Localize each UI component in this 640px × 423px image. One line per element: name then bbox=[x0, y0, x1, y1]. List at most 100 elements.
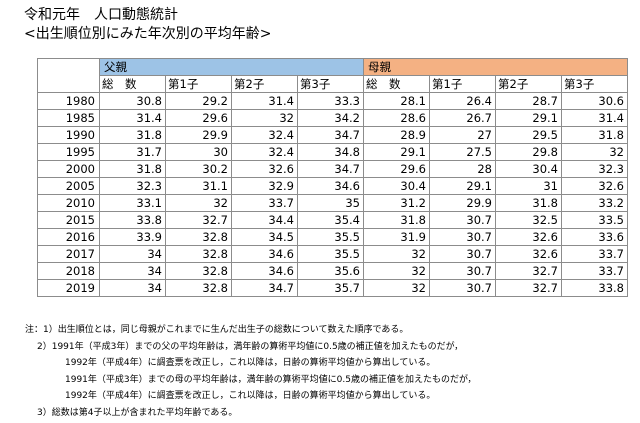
father-value-cell: 32.8 bbox=[165, 262, 232, 280]
mother-value-cell: 30.7 bbox=[429, 262, 496, 280]
table-row: 2018 34 32.8 34.6 35.6 32 30.7 32.7 33.7 bbox=[37, 262, 628, 280]
mother-value-cell: 31.9 bbox=[363, 228, 430, 246]
father-col-second: 第2子 bbox=[231, 75, 298, 93]
table-row: 1990 31.8 29.9 32.4 34.7 28.9 27 29.5 31.8 bbox=[37, 126, 628, 144]
mother-value-cell: 31.8 bbox=[561, 126, 628, 144]
mother-value-cell: 31.8 bbox=[363, 211, 430, 229]
mother-value-cell: 28.7 bbox=[495, 92, 562, 110]
mother-value-cell: 32 bbox=[363, 279, 430, 297]
father-value-cell: 34.7 bbox=[297, 160, 364, 178]
mother-value-cell: 32.7 bbox=[495, 279, 562, 297]
father-value-cell: 33.3 bbox=[297, 92, 364, 110]
year-cell: 1990 bbox=[37, 126, 100, 144]
father-value-cell: 34.7 bbox=[231, 279, 298, 297]
mother-group-header: 母親 bbox=[363, 58, 628, 76]
mother-value-cell: 30.4 bbox=[495, 160, 562, 178]
father-group-header: 父親 bbox=[99, 58, 364, 76]
mother-value-cell: 27 bbox=[429, 126, 496, 144]
footnote-2-mother: 1991年（平成3年）までの母の平均年齢は，満年齢の算術平均値に0.5歳の補正値… bbox=[65, 374, 477, 385]
father-value-cell: 33.1 bbox=[99, 194, 166, 212]
mother-value-cell: 31.4 bbox=[561, 109, 628, 127]
page-title: 令和元年 人口動態統計 bbox=[24, 7, 178, 23]
mother-value-cell: 32.6 bbox=[561, 177, 628, 195]
mother-value-cell: 26.7 bbox=[429, 109, 496, 127]
father-value-cell: 32.7 bbox=[165, 211, 232, 229]
father-value-cell: 29.6 bbox=[165, 109, 232, 127]
mother-value-cell: 27.5 bbox=[429, 143, 496, 161]
table-row: 2005 32.3 31.1 32.9 34.6 30.4 29.1 31 32.6 bbox=[37, 177, 628, 195]
father-value-cell: 33.9 bbox=[99, 228, 166, 246]
mother-value-cell: 32 bbox=[363, 245, 430, 263]
father-value-cell: 32.4 bbox=[231, 143, 298, 161]
father-value-cell: 30.8 bbox=[99, 92, 166, 110]
father-value-cell: 35.6 bbox=[297, 262, 364, 280]
mother-value-cell: 29.8 bbox=[495, 143, 562, 161]
father-value-cell: 31.1 bbox=[165, 177, 232, 195]
father-value-cell: 32.4 bbox=[231, 126, 298, 144]
mother-col-total: 総 数 bbox=[363, 75, 430, 93]
mother-value-cell: 32 bbox=[561, 143, 628, 161]
mother-value-cell: 33.7 bbox=[561, 262, 628, 280]
father-value-cell: 34.5 bbox=[231, 228, 298, 246]
father-value-cell: 31.8 bbox=[99, 126, 166, 144]
table-row: 2010 33.1 32 33.7 35 31.2 29.9 31.8 33.2 bbox=[37, 194, 628, 212]
father-col-total: 総 数 bbox=[99, 75, 166, 93]
mother-value-cell: 30.7 bbox=[429, 228, 496, 246]
mother-value-cell: 30.7 bbox=[429, 245, 496, 263]
footnote-2: 2）1991年（平成3年）までの父の平均年齢は，満年齢の算術平均値に0.5歳の補… bbox=[37, 341, 464, 352]
table-row: 2015 33.8 32.7 34.4 35.4 31.8 30.7 32.5 33.5 bbox=[37, 211, 628, 229]
mother-value-cell: 26.4 bbox=[429, 92, 496, 110]
mother-value-cell: 28.6 bbox=[363, 109, 430, 127]
footnote-2-cont: 1992年（平成4年）に調査票を改正し，これ以降は，日齢の算術平均値から算出して… bbox=[65, 358, 436, 368]
father-value-cell: 31.4 bbox=[99, 109, 166, 127]
father-value-cell: 34.6 bbox=[231, 262, 298, 280]
father-col-third: 第3子 bbox=[297, 75, 364, 93]
average-age-table: 父親 母親 総 数 第1子 第2子 第3子 総 数 第1子 第2子 第3子 19… bbox=[37, 58, 628, 297]
father-value-cell: 31.7 bbox=[99, 143, 166, 161]
mother-value-cell: 32.6 bbox=[495, 228, 562, 246]
mother-value-cell: 29.1 bbox=[495, 109, 562, 127]
mother-value-cell: 30.7 bbox=[429, 211, 496, 229]
footnotes: 注：1）出生順位とは，同じ母親がこれまでに生んだ出生子の総数について数えた順序で… bbox=[25, 322, 476, 421]
year-cell: 1985 bbox=[37, 109, 100, 127]
father-value-cell: 34 bbox=[99, 245, 166, 263]
header-corner bbox=[37, 58, 100, 76]
mother-value-cell: 29.1 bbox=[363, 143, 430, 161]
father-value-cell: 34.8 bbox=[297, 143, 364, 161]
father-value-cell: 35.5 bbox=[297, 245, 364, 263]
mother-col-third: 第3子 bbox=[561, 75, 628, 93]
year-cell: 2015 bbox=[37, 211, 100, 229]
page-subtitle: <出生順位別にみた年次別の平均年齢> bbox=[24, 26, 272, 42]
father-value-cell: 32.6 bbox=[231, 160, 298, 178]
table-row: 2000 31.8 30.2 32.6 34.7 29.6 28 30.4 32.3 bbox=[37, 160, 628, 178]
mother-value-cell: 32 bbox=[363, 262, 430, 280]
mother-value-cell: 28 bbox=[429, 160, 496, 178]
mother-value-cell: 29.5 bbox=[495, 126, 562, 144]
father-value-cell: 32 bbox=[165, 194, 232, 212]
father-value-cell: 31.8 bbox=[99, 160, 166, 178]
father-value-cell: 30.2 bbox=[165, 160, 232, 178]
mother-value-cell: 33.5 bbox=[561, 211, 628, 229]
father-value-cell: 31.4 bbox=[231, 92, 298, 110]
year-cell: 2019 bbox=[37, 279, 100, 297]
father-col-first: 第1子 bbox=[165, 75, 232, 93]
mother-value-cell: 33.8 bbox=[561, 279, 628, 297]
father-value-cell: 29.2 bbox=[165, 92, 232, 110]
father-value-cell: 34.4 bbox=[231, 211, 298, 229]
father-value-cell: 32.3 bbox=[99, 177, 166, 195]
mother-value-cell: 28.9 bbox=[363, 126, 430, 144]
father-value-cell: 29.9 bbox=[165, 126, 232, 144]
table-row: 2017 34 32.8 34.6 35.5 32 30.7 32.6 33.7 bbox=[37, 245, 628, 263]
father-value-cell: 35.7 bbox=[297, 279, 364, 297]
father-value-cell: 34.6 bbox=[231, 245, 298, 263]
table-row: 2016 33.9 32.8 34.5 35.5 31.9 30.7 32.6 33.6 bbox=[37, 228, 628, 246]
mother-value-cell: 31.2 bbox=[363, 194, 430, 212]
footnote-2-mother-cont: 1992年（平成4年）に調査票を改正し，これ以降は，日齢の算術平均値から算出して… bbox=[65, 391, 436, 401]
father-value-cell: 35.4 bbox=[297, 211, 364, 229]
mother-value-cell: 30.7 bbox=[429, 279, 496, 297]
year-cell: 1995 bbox=[37, 143, 100, 161]
father-value-cell: 33.7 bbox=[231, 194, 298, 212]
table-body: 1980 30.8 29.2 31.4 33.3 28.1 26.4 28.7 30.6 1985… bbox=[37, 92, 628, 297]
group-header-row: 父親 母親 bbox=[37, 58, 628, 76]
table-row: 1985 31.4 29.6 32 34.2 28.6 26.7 29.1 31.4 bbox=[37, 109, 628, 127]
